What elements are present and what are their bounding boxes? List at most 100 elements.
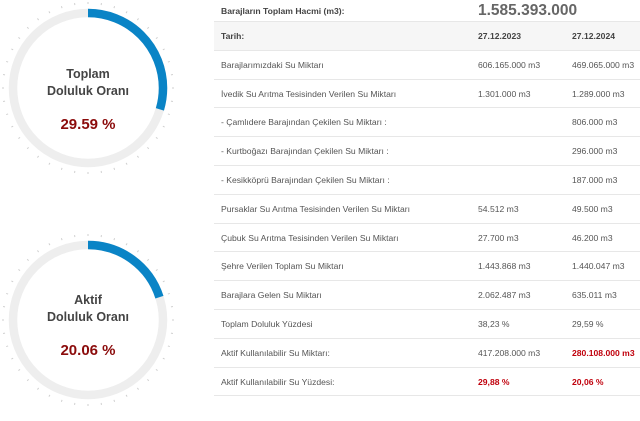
row-label: Pursaklar Su Arıtma Tesisinden Verilen S… bbox=[221, 203, 410, 214]
gauge-tick-mark bbox=[162, 357, 165, 360]
row-value-2023: 1.443.868 m3 bbox=[478, 261, 531, 272]
total-volume-label: Barajların Toplam Hacmi (m3): bbox=[221, 6, 345, 16]
row-value-2024: 49.500 m3 bbox=[572, 203, 613, 214]
row-value-2023: 606.165.000 m3 bbox=[478, 59, 541, 70]
gauge-tick-mark bbox=[167, 113, 170, 116]
row-label: - Kurtboğazı Barajından Çekilen Su Mikta… bbox=[221, 146, 389, 157]
row-value-2023: 29,88 % bbox=[478, 376, 510, 387]
gauge-tick-mark bbox=[37, 387, 40, 390]
gauge-tick-mark bbox=[37, 18, 40, 21]
table-row: Çubuk Su Arıtma Tesisinden Verilen Su Mi… bbox=[214, 224, 640, 253]
gauge-tick-mark bbox=[113, 399, 116, 402]
row-value-2024: 469.065.000 m3 bbox=[572, 59, 635, 70]
active-fill-percentage: 20.06 % bbox=[60, 342, 116, 359]
gauge-tick-mark bbox=[125, 243, 128, 246]
total-fill-ring bbox=[2, 2, 174, 174]
gauge-tick-mark bbox=[18, 136, 21, 139]
gauge-tick-mark bbox=[136, 250, 139, 253]
row-value-2024: 20,06 % bbox=[572, 376, 604, 387]
gauge-tick-mark bbox=[147, 258, 150, 261]
gauge-tick-mark bbox=[136, 18, 139, 21]
gauge-tick-mark bbox=[6, 292, 9, 295]
date-column-1: 27.12.2023 bbox=[478, 31, 522, 41]
gauge-tick-mark bbox=[6, 345, 9, 348]
row-label: İvedik Su Arıtma Tesisinden Verilen Su M… bbox=[221, 88, 397, 99]
row-value-2023: 1.301.000 m3 bbox=[478, 88, 531, 99]
active-fill-ring bbox=[2, 234, 174, 406]
total-fill-percentage: 29.59 % bbox=[60, 116, 116, 133]
gauge-tick-mark bbox=[26, 147, 29, 150]
row-label: Barajlarımızdaki Su Miktarı bbox=[221, 59, 324, 70]
gauge-tick-mark bbox=[147, 147, 150, 150]
row-value-2023: 2.062.487 m3 bbox=[478, 290, 531, 301]
gauge-tick-mark bbox=[11, 48, 14, 51]
table-row: - Kesikköprü Barajından Çekilen Su Mikta… bbox=[214, 166, 640, 195]
gauge-tick-mark bbox=[48, 11, 51, 14]
row-value-2023: 38,23 % bbox=[478, 318, 510, 329]
gauge-tick-mark bbox=[18, 269, 21, 272]
row-label: Çubuk Su Arıtma Tesisinden Verilen Su Mi… bbox=[221, 232, 399, 243]
gauge-tick-mark bbox=[26, 379, 29, 382]
table-row: - Çamlıdere Barajından Çekilen Su Miktar… bbox=[214, 108, 640, 138]
gauge-tick-mark bbox=[18, 37, 21, 40]
table-row: Pursaklar Su Arıtma Tesisinden Verilen S… bbox=[214, 195, 640, 224]
date-header-row: Tarih: 27.12.2023 27.12.2024 bbox=[214, 22, 640, 51]
row-label: - Çamlıdere Barajından Çekilen Su Miktar… bbox=[221, 117, 387, 128]
dam-statistics-table: Barajların Toplam Hacmi (m3): 1.585.393.… bbox=[214, 0, 640, 397]
gauge-tick-mark bbox=[11, 125, 14, 128]
row-value-2024: 1.289.000 m3 bbox=[572, 88, 625, 99]
gauge-tick-mark bbox=[162, 48, 165, 51]
gauge-tick-mark bbox=[167, 345, 170, 348]
row-label: - Kesikköprü Barajından Çekilen Su Mikta… bbox=[221, 174, 390, 185]
total-volume-row: Barajların Toplam Hacmi (m3): 1.585.393.… bbox=[214, 0, 640, 22]
gauge-tick-mark bbox=[125, 11, 128, 14]
row-value-2023: 54.512 m3 bbox=[478, 203, 519, 214]
table-row: Aktif Kullanılabilir Su Yüzdesi: 29,88 % 2… bbox=[214, 368, 640, 397]
date-column-2: 27.12.2024 bbox=[572, 31, 616, 41]
row-label: Şehre Verilen Toplam Su Miktarı bbox=[221, 261, 344, 272]
gauge-tick-mark bbox=[113, 167, 116, 170]
gauge-tick-mark bbox=[136, 155, 139, 158]
gauge-tick-mark bbox=[60, 167, 63, 170]
gauge-tick-mark bbox=[167, 60, 170, 63]
gauge-tick-mark bbox=[167, 292, 170, 295]
gauge-tick-mark bbox=[113, 6, 116, 9]
gauge-tick-mark bbox=[37, 155, 40, 158]
row-value-2024: 187.000 m3 bbox=[572, 174, 618, 185]
gauge-tick-mark bbox=[48, 243, 51, 246]
gauge-tick-mark bbox=[60, 238, 63, 241]
gauge-tick-mark bbox=[11, 357, 14, 360]
gauge-tick-mark bbox=[125, 162, 128, 165]
active-fill-gauge: Aktif Doluluk Oranı 20.06 % bbox=[0, 232, 176, 408]
gauge-tick-mark bbox=[125, 394, 128, 397]
row-value-2024: 46.200 m3 bbox=[572, 232, 613, 243]
gauge-tick-mark bbox=[60, 399, 63, 402]
total-gauge-subtitle: Doluluk Oranı bbox=[47, 84, 129, 98]
row-value-2024: 29,59 % bbox=[572, 318, 604, 329]
active-gauge-subtitle: Doluluk Oranı bbox=[47, 310, 129, 324]
date-label: Tarih: bbox=[221, 31, 245, 41]
gauge-tick-mark bbox=[6, 60, 9, 63]
gauge-tick-mark bbox=[37, 250, 40, 253]
gauge-tick-mark bbox=[147, 26, 150, 29]
total-gauge-title: Toplam bbox=[66, 67, 110, 81]
table-row: Şehre Verilen Toplam Su Miktarı 1.443.868… bbox=[214, 252, 640, 282]
table-row: İvedik Su Arıtma Tesisinden Verilen Su M… bbox=[214, 80, 640, 109]
table-row: Toplam Doluluk Yüzdesi 38,23 % 29,59 % bbox=[214, 310, 640, 339]
gauge-tick-mark bbox=[155, 37, 158, 40]
total-volume-value: 1.585.393.000 bbox=[478, 2, 578, 19]
gauge-tick-mark bbox=[26, 258, 29, 261]
active-gauge-title: Aktif bbox=[74, 293, 102, 307]
row-label: Aktif Kullanılabilir Su Yüzdesi: bbox=[221, 376, 335, 387]
table-row: - Kurtboğazı Barajından Çekilen Su Mikta… bbox=[214, 137, 640, 166]
gauge-tick-mark bbox=[18, 368, 21, 371]
row-value-2024: 635.011 m3 bbox=[572, 290, 617, 301]
gauge-tick-mark bbox=[113, 238, 116, 241]
row-value-2024: 806.000 m3 bbox=[572, 117, 618, 128]
row-value-2024: 1.440.047 m3 bbox=[572, 261, 625, 272]
gauge-tick-mark bbox=[6, 113, 9, 116]
table-row: Aktif Kullanılabilir Su Miktarı: 417.208.… bbox=[214, 339, 640, 368]
row-label: Aktif Kullanılabilir Su Miktarı: bbox=[221, 347, 330, 358]
gauge-tick-mark bbox=[155, 368, 158, 371]
gauge-tick-mark bbox=[162, 125, 165, 128]
